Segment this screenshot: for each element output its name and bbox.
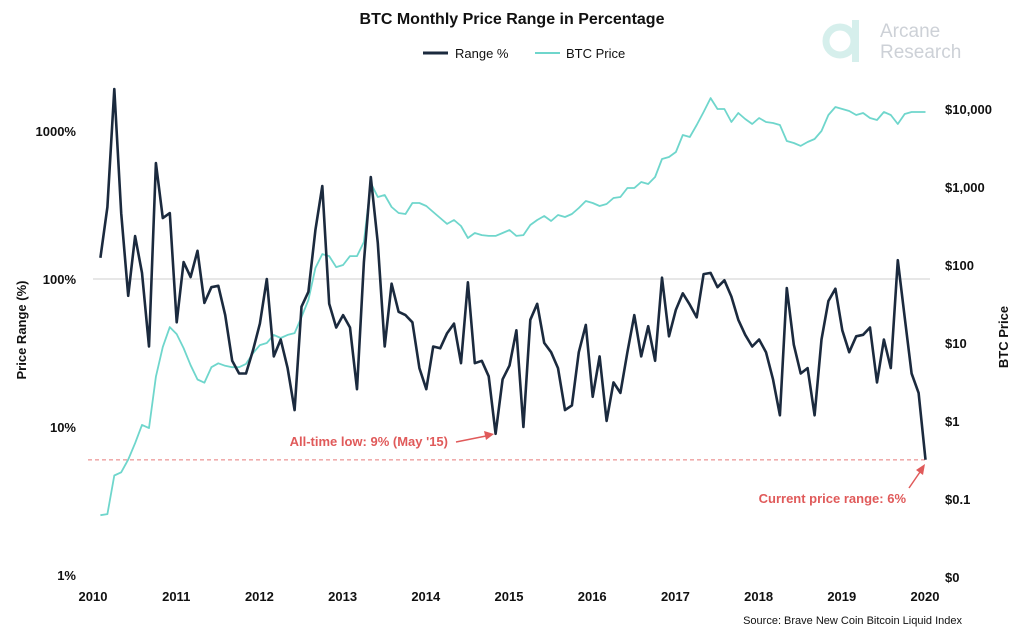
logo-line1: Arcane	[880, 21, 940, 42]
y-right-axis-title: BTC Price	[996, 306, 1011, 368]
annotation-current-text: Current price range: 6%	[759, 491, 907, 506]
x-tick-label: 2016	[578, 589, 607, 604]
x-tick-label: 2015	[495, 589, 524, 604]
series-btc-price	[100, 97, 926, 517]
x-tick-label: 2014	[411, 589, 441, 604]
legend-label-range: Range %	[455, 46, 509, 61]
y-left-tick-label: 10%	[50, 420, 76, 435]
x-tick-label: 2020	[911, 589, 940, 604]
arcane-research-logo: Arcane Research	[822, 20, 961, 63]
y-right-tick-label: $1,000	[945, 180, 985, 195]
annotation-all-time-low: All-time low: 9% (May '15)	[290, 431, 494, 449]
y-right-tick-label: $0	[945, 570, 959, 585]
annotation-current: Current price range: 6%	[759, 464, 925, 506]
series-lines	[99, 87, 927, 517]
source-note: Source: Brave New Coin Bitcoin Liquid In…	[743, 615, 962, 627]
series-range-percent	[99, 87, 927, 460]
annotation-arrow-head	[484, 431, 494, 440]
x-tick-label: 2011	[162, 589, 190, 604]
x-tick-label: 2012	[245, 589, 274, 604]
y-left-tick-label: 1%	[57, 568, 76, 583]
annotation-arrow-line	[455, 435, 487, 443]
y-right-tick-label: $100	[945, 258, 974, 273]
legend-label-price: BTC Price	[566, 46, 625, 61]
line-btc-price	[100, 97, 926, 517]
x-tick-label: 2019	[827, 589, 856, 604]
x-tick-label: 2010	[79, 589, 108, 604]
y-left-tick-label: 100%	[43, 272, 77, 287]
x-tick-label: 2018	[744, 589, 773, 604]
x-tick-label: 2013	[328, 589, 357, 604]
chart-title: BTC Monthly Price Range in Percentage	[360, 11, 665, 28]
line-range-percent	[99, 87, 927, 460]
tick-labels: 2010 2011 2012 2013 2014 2015 2016 2017 2018 2019…	[36, 102, 992, 604]
y-right-tick-label: $10	[945, 336, 967, 351]
y-left-tick-label: 1000%	[36, 124, 77, 139]
annotation-all-time-low-text: All-time low: 9% (May '15)	[290, 434, 448, 449]
y-left-axis-title: Price Range (%)	[14, 281, 29, 380]
legend: Range % BTC Price	[423, 46, 625, 61]
y-right-tick-label: $0.1	[945, 492, 970, 507]
y-right-tick-label: $1	[945, 414, 959, 429]
logo-line2: Research	[880, 42, 961, 63]
y-right-tick-label: $10,000	[945, 102, 992, 117]
annotation-arrow-head	[916, 464, 925, 475]
annotation-arrow-line	[908, 471, 921, 489]
x-tick-label: 2017	[661, 589, 690, 604]
